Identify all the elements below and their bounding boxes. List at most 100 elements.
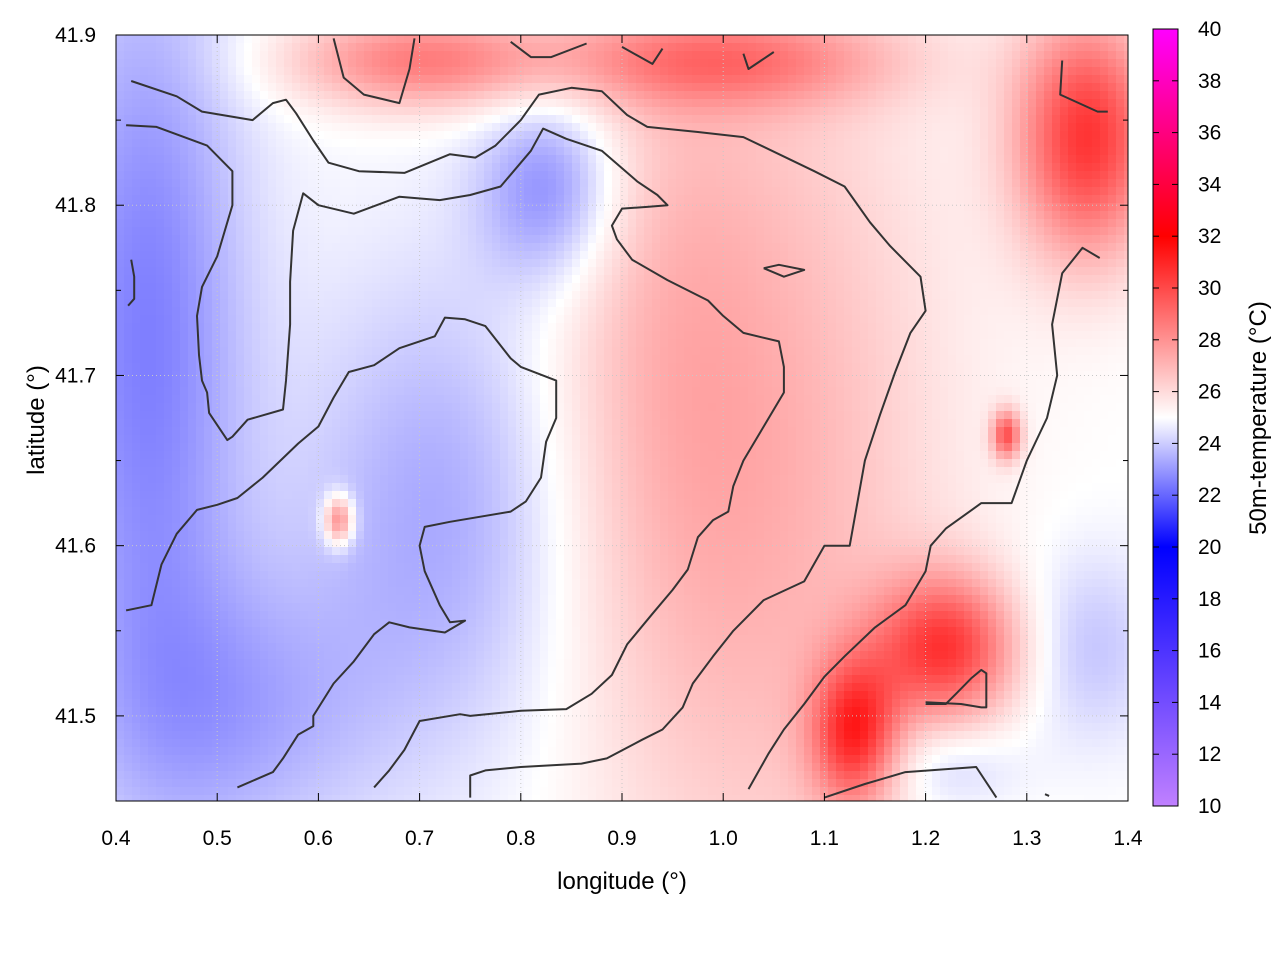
heatmap-cell	[940, 59, 949, 68]
heatmap-cell	[364, 211, 373, 220]
heatmap-cell	[756, 43, 765, 52]
heatmap-cell	[948, 83, 957, 92]
heatmap-cell	[732, 147, 741, 156]
heatmap-cell	[812, 83, 821, 92]
heatmap-cell	[860, 147, 869, 156]
heatmap-cell	[332, 35, 341, 44]
heatmap-cell	[252, 195, 261, 204]
heatmap-cell	[1004, 235, 1013, 244]
heatmap-cell	[692, 283, 701, 292]
heatmap-cell	[1060, 307, 1069, 316]
heatmap-cell	[196, 59, 205, 68]
heatmap-cell	[172, 235, 181, 244]
heatmap-cell	[308, 331, 317, 340]
heatmap-cell	[844, 315, 853, 324]
heatmap-cell	[204, 227, 213, 236]
heatmap-cell	[156, 171, 165, 180]
heatmap-cell	[348, 35, 357, 44]
heatmap-cell	[452, 75, 461, 84]
heatmap-cell	[1044, 331, 1053, 340]
heatmap-cell	[284, 179, 293, 188]
heatmap-cell	[300, 275, 309, 284]
heatmap-cell	[380, 91, 389, 100]
heatmap-cell	[332, 187, 341, 196]
heatmap-cell	[404, 331, 413, 340]
heatmap-cell	[1108, 35, 1117, 44]
heatmap-cell	[724, 267, 733, 276]
heatmap-cell	[156, 83, 165, 92]
heatmap-cell	[556, 235, 565, 244]
heatmap-cell	[228, 267, 237, 276]
heatmap-cell	[932, 211, 941, 220]
heatmap-cell	[1060, 235, 1069, 244]
heatmap-cell	[884, 171, 893, 180]
heatmap-cell	[836, 171, 845, 180]
heatmap-cell	[396, 235, 405, 244]
heatmap-cell	[412, 227, 421, 236]
heatmap-cell	[180, 107, 189, 116]
heatmap-cell	[124, 339, 133, 348]
heatmap-cell	[692, 307, 701, 316]
heatmap-cell	[812, 43, 821, 52]
heatmap-cell	[332, 163, 341, 172]
heatmap-cell	[700, 91, 709, 100]
heatmap-cell	[980, 315, 989, 324]
heatmap-cell	[580, 51, 589, 60]
heatmap-cell	[836, 219, 845, 228]
heatmap-cell	[156, 163, 165, 172]
heatmap-cell	[500, 51, 509, 60]
heatmap-cell	[844, 67, 853, 76]
heatmap-cell	[860, 291, 869, 300]
heatmap-cell	[892, 115, 901, 124]
heatmap-cell	[1028, 219, 1037, 228]
heatmap-cell	[508, 91, 517, 100]
heatmap-cell	[828, 115, 837, 124]
heatmap-cell	[268, 187, 277, 196]
heatmap-cell	[660, 227, 669, 236]
heatmap-cell	[892, 331, 901, 340]
heatmap-cell	[364, 35, 373, 44]
heatmap-cell	[396, 107, 405, 116]
heatmap-cell	[188, 51, 197, 60]
heatmap-cell	[860, 219, 869, 228]
heatmap-cell	[900, 163, 909, 172]
heatmap-cell	[1116, 243, 1125, 252]
heatmap-cell	[756, 107, 765, 116]
heatmap-cell	[492, 251, 501, 260]
heatmap-cell	[236, 155, 245, 164]
heatmap-cell	[868, 251, 877, 260]
heatmap-cell	[828, 171, 837, 180]
heatmap-cell	[812, 267, 821, 276]
heatmap-cell	[324, 83, 333, 92]
heatmap-cell	[1076, 331, 1085, 340]
heatmap-cell	[132, 339, 141, 348]
heatmap-cell	[308, 43, 317, 52]
heatmap-cell	[476, 67, 485, 76]
heatmap-cell	[1020, 123, 1029, 132]
heatmap-cell	[796, 99, 805, 108]
heatmap-cell	[780, 227, 789, 236]
heatmap-cell	[684, 139, 693, 148]
heatmap-cell	[236, 67, 245, 76]
heatmap-cell	[948, 291, 957, 300]
heatmap-cell	[692, 163, 701, 172]
heatmap-cell	[436, 51, 445, 60]
heatmap-cell	[324, 99, 333, 108]
heatmap-cell	[572, 107, 581, 116]
heatmap-cell	[940, 67, 949, 76]
heatmap-cell	[740, 227, 749, 236]
heatmap-cell	[116, 267, 125, 276]
heatmap-cell	[852, 211, 861, 220]
heatmap-cell	[348, 43, 357, 52]
heatmap-cell	[868, 267, 877, 276]
heatmap-cell	[676, 59, 685, 68]
heatmap-cell	[1028, 83, 1037, 92]
heatmap-cell	[612, 83, 621, 92]
heatmap-cell	[1068, 339, 1077, 348]
heatmap-cell	[900, 275, 909, 284]
heatmap-cell	[444, 171, 453, 180]
heatmap-cell	[876, 75, 885, 84]
heatmap-cell	[340, 171, 349, 180]
heatmap-cell	[332, 203, 341, 212]
heatmap-cell	[892, 251, 901, 260]
